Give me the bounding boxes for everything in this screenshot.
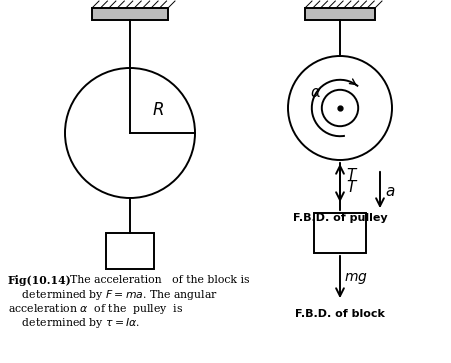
Text: determined by $F = ma$. The angular: determined by $F = ma$. The angular <box>8 289 218 302</box>
Text: The acceleration   of the block is: The acceleration of the block is <box>70 275 249 285</box>
Bar <box>314 213 366 253</box>
Text: determined by $\tau = I\alpha$.: determined by $\tau = I\alpha$. <box>8 315 140 330</box>
Text: $a$: $a$ <box>385 184 396 199</box>
Bar <box>305 8 375 20</box>
Text: $\alpha$: $\alpha$ <box>310 85 322 100</box>
Bar <box>106 233 154 269</box>
Text: $T$: $T$ <box>346 167 358 183</box>
Text: $mg$: $mg$ <box>344 272 368 286</box>
Text: $R$: $R$ <box>152 101 164 119</box>
Text: Fig(10.14): Fig(10.14) <box>8 275 72 286</box>
Text: F.B.D. of pulley: F.B.D. of pulley <box>293 213 387 223</box>
Bar <box>92 8 168 20</box>
Text: F.B.D. of block: F.B.D. of block <box>295 309 385 319</box>
Text: $T$: $T$ <box>346 179 358 195</box>
Text: acceleration $\alpha$  of the  pulley  is: acceleration $\alpha$ of the pulley is <box>8 302 183 316</box>
